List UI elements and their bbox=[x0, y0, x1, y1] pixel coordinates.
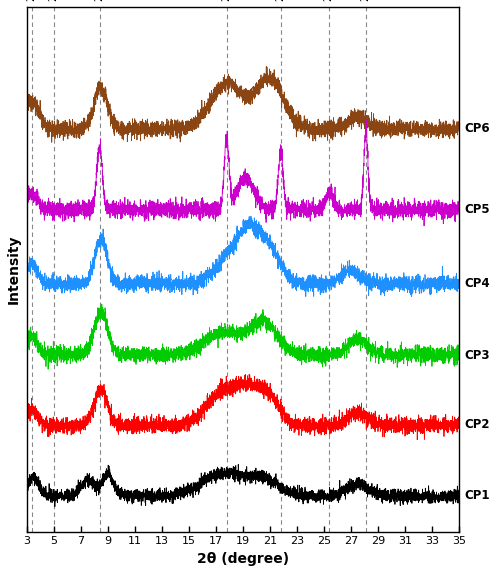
Text: CP1: CP1 bbox=[464, 489, 490, 503]
Text: CP5: CP5 bbox=[464, 203, 490, 217]
Text: 2θ = 25.4°: 2θ = 25.4° bbox=[324, 0, 334, 1]
Text: 2θ = 8.4°: 2θ = 8.4° bbox=[95, 0, 105, 1]
Text: 2θ = 17.8°: 2θ = 17.8° bbox=[222, 0, 232, 1]
Text: CP6: CP6 bbox=[464, 122, 490, 135]
Text: 2θ = 28.1°: 2θ = 28.1° bbox=[361, 0, 371, 1]
Y-axis label: Intensity: Intensity bbox=[7, 234, 21, 304]
X-axis label: 2θ (degree): 2θ (degree) bbox=[197, 552, 289, 566]
Text: 2θ = 5°: 2θ = 5° bbox=[49, 0, 59, 1]
Text: CP3: CP3 bbox=[464, 349, 490, 362]
Text: 2θ = 21.8°: 2θ = 21.8° bbox=[276, 0, 286, 1]
Text: 2θ = 3.4° (001): 2θ = 3.4° (001) bbox=[27, 0, 37, 1]
Text: CP2: CP2 bbox=[464, 418, 490, 431]
Text: CP4: CP4 bbox=[464, 277, 490, 290]
